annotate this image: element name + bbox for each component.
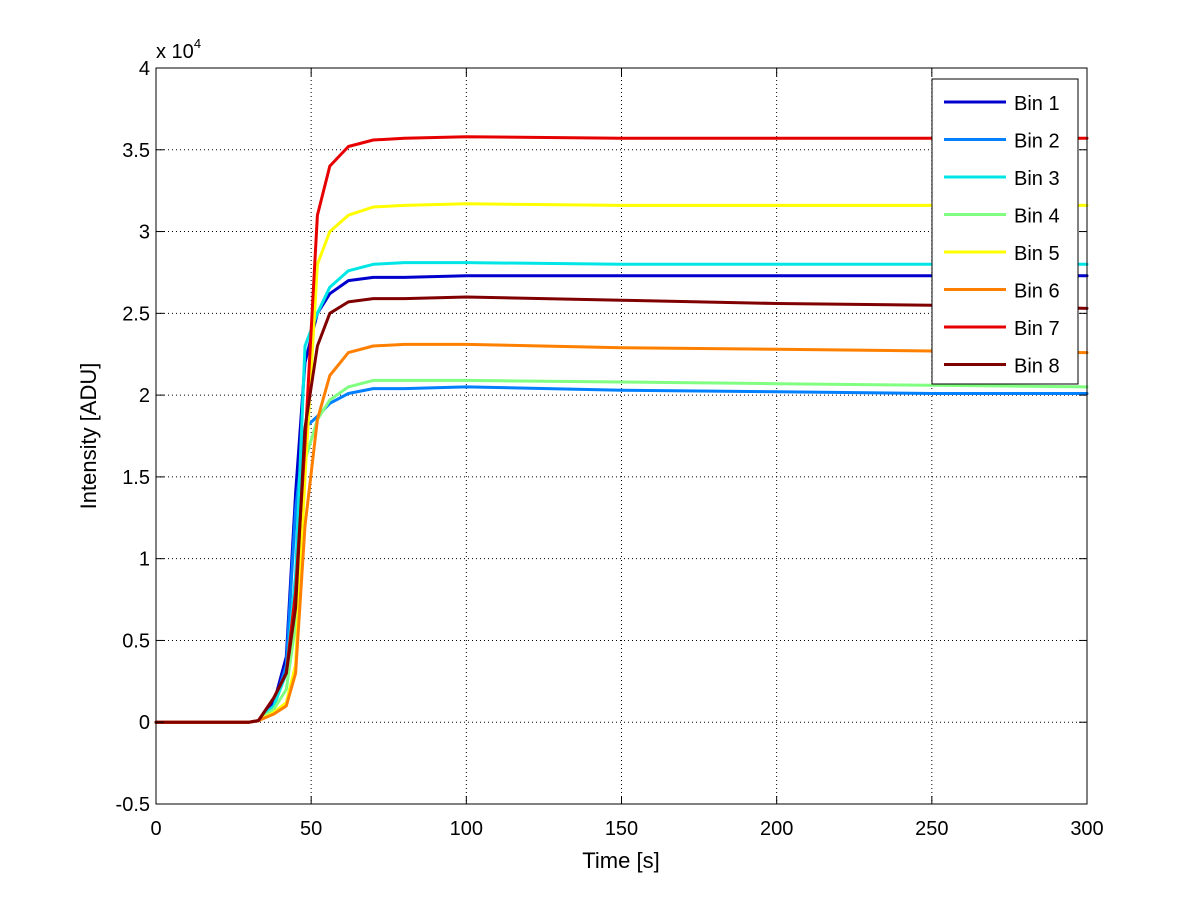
y-tick-label: 0.5 <box>122 630 150 652</box>
y-tick-label: 1.5 <box>122 467 150 489</box>
series-line <box>154 261 1089 724</box>
y-tick-label: 1 <box>139 549 150 571</box>
legend-label: Bin 3 <box>1014 168 1060 190</box>
legend-label: Bin 1 <box>1014 93 1060 115</box>
legend-label: Bin 5 <box>1014 243 1060 265</box>
series-line <box>154 295 1089 724</box>
y-tick-label: 2 <box>139 385 150 407</box>
series-line <box>154 274 1089 724</box>
x-tick-label: 100 <box>450 818 483 840</box>
x-tick-label: 0 <box>150 818 161 840</box>
y-tick-label: 3.5 <box>122 140 150 162</box>
y-tick-label: 0 <box>139 712 150 734</box>
x-axis-label: Time [s] <box>582 848 659 873</box>
legend-box <box>931 78 1079 385</box>
x-tick-label: 50 <box>300 818 322 840</box>
legend: Bin 1 Bin 2 Bin 3 Bin 4 Bin 5 Bin 6 Bin 7 Bin 8 <box>931 78 1079 385</box>
x-tick-label: 250 <box>915 818 948 840</box>
series-lines <box>154 135 1089 724</box>
x-tick-label: 150 <box>605 818 638 840</box>
x-tick-label: 300 <box>1070 818 1103 840</box>
y-tick-label: 2.5 <box>122 303 150 325</box>
x-tick-label: 200 <box>760 818 793 840</box>
y-tick-label: 3 <box>139 222 150 244</box>
y-axis-label: Intensity [ADU] <box>76 363 101 510</box>
series-line <box>154 378 1089 724</box>
y-exponent-value: 4 <box>194 36 201 51</box>
y-tick-label: -0.5 <box>116 794 150 816</box>
legend-label: Bin 7 <box>1014 318 1060 340</box>
y-tick-label: 4 <box>139 58 150 80</box>
legend-label: Bin 4 <box>1014 206 1060 228</box>
legend-label: Bin 6 <box>1014 281 1060 303</box>
legend-label: Bin 2 <box>1014 131 1060 153</box>
y-exponent-label: x 104 <box>156 36 201 63</box>
series-line <box>154 342 1089 724</box>
legend-label: Bin 8 <box>1014 356 1060 378</box>
axis-ticks: 0 50 100 150 200 250 300-0.500.511.522.533.54 <box>116 58 1104 840</box>
